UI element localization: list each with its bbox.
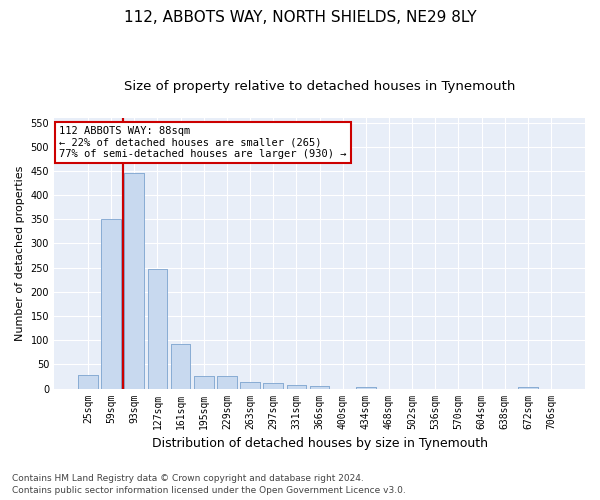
Y-axis label: Number of detached properties: Number of detached properties bbox=[15, 166, 25, 341]
Bar bbox=[194, 376, 214, 388]
Text: 112, ABBOTS WAY, NORTH SHIELDS, NE29 8LY: 112, ABBOTS WAY, NORTH SHIELDS, NE29 8LY bbox=[124, 10, 476, 25]
Bar bbox=[287, 384, 306, 388]
Bar bbox=[356, 386, 376, 388]
Bar bbox=[310, 386, 329, 388]
Bar bbox=[518, 386, 538, 388]
Bar bbox=[240, 382, 260, 388]
Text: 112 ABBOTS WAY: 88sqm
← 22% of detached houses are smaller (265)
77% of semi-det: 112 ABBOTS WAY: 88sqm ← 22% of detached … bbox=[59, 126, 347, 159]
Bar bbox=[78, 375, 98, 388]
Bar bbox=[217, 376, 237, 388]
Text: Contains HM Land Registry data © Crown copyright and database right 2024.
Contai: Contains HM Land Registry data © Crown c… bbox=[12, 474, 406, 495]
Bar bbox=[356, 386, 376, 388]
Bar bbox=[194, 376, 214, 388]
Bar bbox=[518, 386, 538, 388]
Bar bbox=[101, 220, 121, 388]
Bar bbox=[124, 174, 144, 388]
X-axis label: Distribution of detached houses by size in Tynemouth: Distribution of detached houses by size … bbox=[152, 437, 488, 450]
Bar bbox=[217, 376, 237, 388]
Bar bbox=[263, 383, 283, 388]
Title: Size of property relative to detached houses in Tynemouth: Size of property relative to detached ho… bbox=[124, 80, 515, 93]
Bar bbox=[124, 174, 144, 388]
Bar bbox=[148, 269, 167, 388]
Bar bbox=[287, 384, 306, 388]
Bar bbox=[78, 375, 98, 388]
Bar bbox=[148, 269, 167, 388]
Bar bbox=[101, 220, 121, 388]
Bar bbox=[310, 386, 329, 388]
Bar bbox=[240, 382, 260, 388]
Bar bbox=[171, 344, 190, 388]
Bar bbox=[263, 383, 283, 388]
Bar bbox=[171, 344, 190, 388]
